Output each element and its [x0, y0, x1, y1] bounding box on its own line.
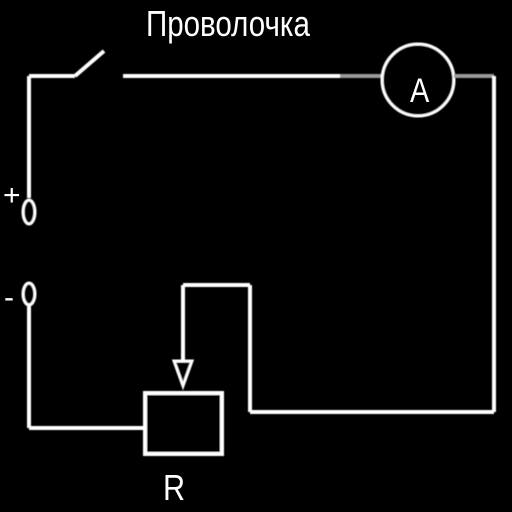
plus-terminal-label: + [3, 179, 21, 212]
positive-terminal [21, 198, 37, 226]
rheostat-slider-arrow [171, 359, 195, 391]
minus-terminal-label: - [4, 281, 14, 314]
rheostat-body [143, 391, 224, 456]
negative-terminal [21, 281, 37, 307]
ammeter-circle [380, 42, 456, 118]
resistor-label: R [163, 467, 186, 508]
ammeter-label: A [410, 72, 430, 110]
switch-blade [73, 49, 106, 78]
wire-title-label: Проволочка [146, 3, 310, 44]
